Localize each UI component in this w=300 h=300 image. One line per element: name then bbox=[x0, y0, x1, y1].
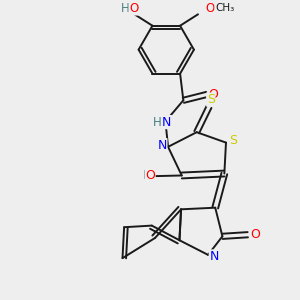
Text: O: O bbox=[250, 228, 260, 241]
Text: O: O bbox=[129, 2, 139, 15]
Text: N: N bbox=[162, 116, 171, 129]
Text: S: S bbox=[207, 93, 215, 106]
Text: H: H bbox=[121, 2, 130, 15]
Text: H: H bbox=[142, 169, 151, 182]
Text: O: O bbox=[206, 2, 215, 15]
Text: S: S bbox=[229, 134, 237, 148]
Text: N: N bbox=[209, 250, 219, 263]
Text: CH₃: CH₃ bbox=[215, 4, 234, 14]
Text: H: H bbox=[153, 116, 162, 129]
Text: N: N bbox=[158, 139, 167, 152]
Text: O: O bbox=[145, 169, 155, 182]
Text: O: O bbox=[208, 88, 218, 101]
